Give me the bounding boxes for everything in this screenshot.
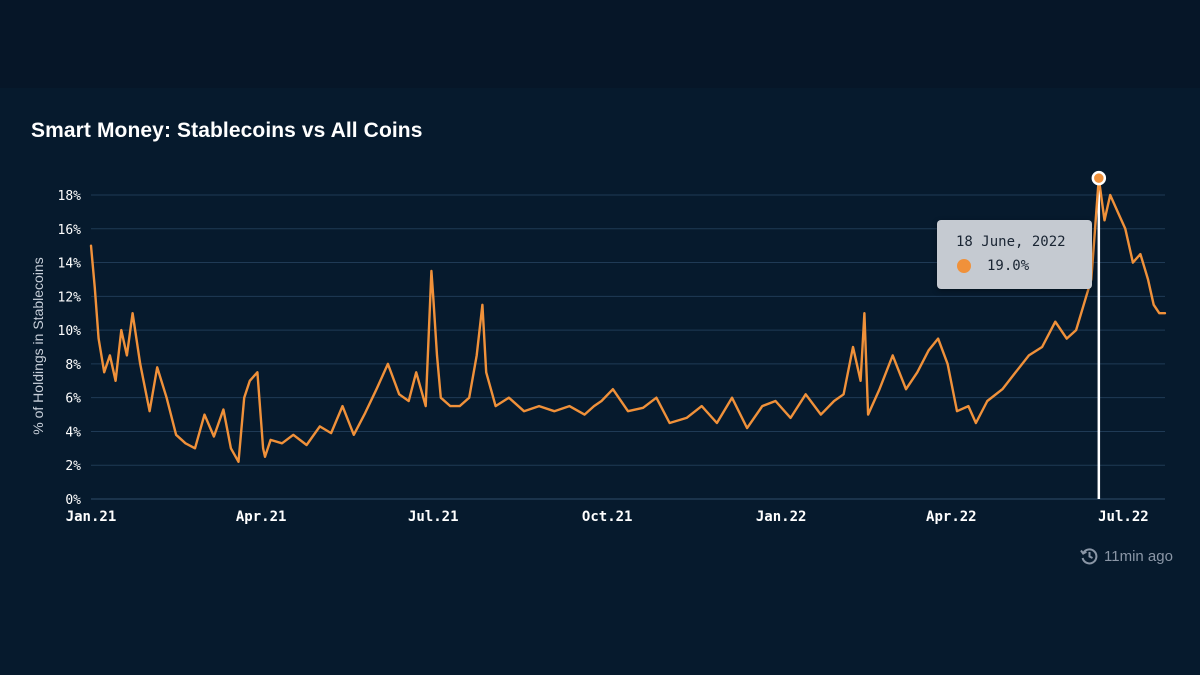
x-tick-label: Apr.21 [236,509,287,525]
chart-title: Smart Money: Stablecoins vs All Coins [31,119,423,142]
y-tick-label: 10% [58,324,82,339]
y-tick-label: 18% [58,189,82,204]
y-tick-label: 16% [58,223,82,238]
y-tick-label: 2% [65,459,81,474]
y-tick-label: 4% [65,425,81,440]
clock-refresh-icon [1080,547,1098,565]
x-axis-ticks: Jan.21 Apr.21 Jul.21 Oct.21 Jan.22 Apr.22 Jul.… [66,509,1149,525]
chart-card [0,88,1200,675]
y-tick-label: 14% [58,257,82,272]
x-tick-label: Jan.21 [66,509,117,525]
x-tick-label: Apr.22 [926,509,977,525]
x-tick-label: Jan.22 [756,509,807,525]
series-line [89,176,1167,463]
x-tick-label: Jul.22 [1098,509,1149,525]
tooltip-date: 18 June, 2022 [956,234,1066,250]
y-tick-label: 12% [58,290,82,305]
x-tick-label: Jul.21 [408,509,459,525]
tooltip: 18 June, 2022 19.0% [937,220,1092,289]
y-tick-label: 8% [65,358,81,373]
tooltip-value: 19.0% [987,258,1030,274]
y-axis-label: % of Holdings in Stablecoins [30,257,46,434]
tooltip-marker [957,259,971,273]
y-axis-ticks: 0% 2% 4% 6% 8% 10% 12% 14% 16% 18% [58,189,82,508]
y-tick-label: 0% [65,493,81,508]
highlight-point[interactable] [1091,170,1107,186]
y-tick-label: 6% [65,392,81,407]
x-tick-label: Oct.21 [582,509,633,525]
top-band [0,0,1200,88]
last-updated-text: 11min ago [1104,547,1173,565]
last-updated: 11min ago [1080,546,1173,566]
